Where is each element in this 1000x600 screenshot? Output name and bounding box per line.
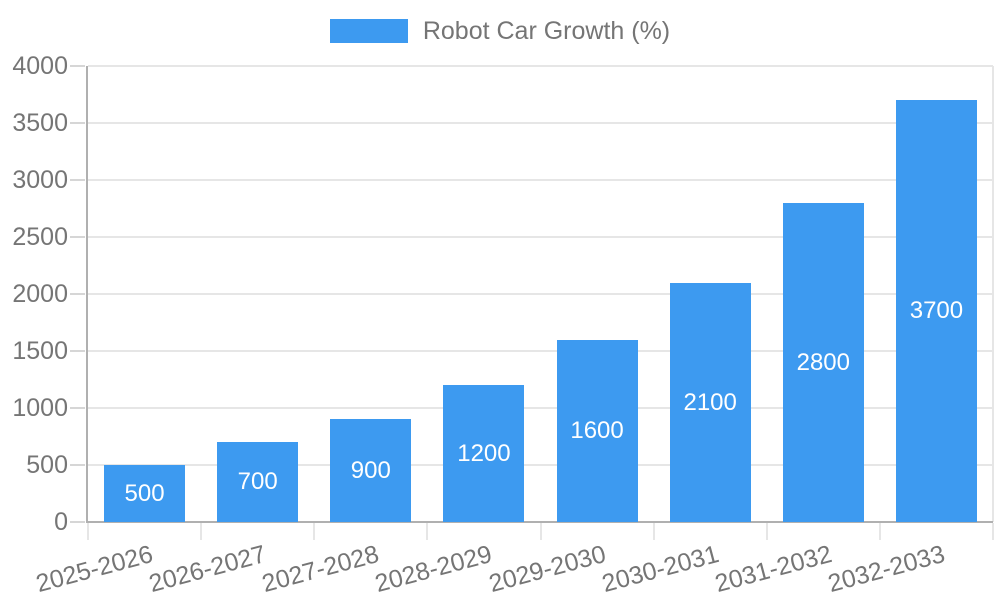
y-axis-tick bbox=[70, 122, 85, 124]
x-axis-category-label-text: 2032-2033 bbox=[824, 540, 948, 598]
bar[interactable] bbox=[895, 100, 977, 522]
legend-swatch bbox=[329, 19, 408, 43]
gridline bbox=[88, 236, 993, 238]
bar[interactable] bbox=[669, 283, 751, 522]
x-axis-baseline bbox=[86, 521, 993, 523]
x-axis-tick bbox=[878, 523, 881, 540]
y-axis-line bbox=[86, 66, 88, 522]
bar[interactable] bbox=[330, 419, 412, 522]
legend: Robot Car Growth (%) bbox=[0, 18, 1000, 44]
y-axis-tick bbox=[70, 236, 85, 238]
x-axis-tick bbox=[992, 523, 994, 540]
bar-value-label: 1600 bbox=[570, 417, 624, 444]
y-axis-tick-label: 2500 bbox=[12, 223, 68, 251]
x-axis-tick bbox=[765, 523, 768, 540]
bar[interactable] bbox=[782, 203, 864, 522]
bar-value-label: 500 bbox=[124, 479, 165, 507]
bar-value-label: 2100 bbox=[683, 388, 737, 416]
gridline bbox=[88, 65, 993, 67]
y-axis-tick bbox=[70, 65, 85, 67]
bar[interactable] bbox=[443, 385, 525, 522]
bar[interactable] bbox=[104, 465, 186, 522]
bar-value-label: 700 bbox=[237, 468, 278, 495]
x-axis-tick bbox=[539, 523, 542, 540]
x-axis-tick bbox=[652, 523, 655, 540]
y-axis-tick-label: 1500 bbox=[12, 337, 68, 365]
x-axis-tick bbox=[313, 523, 316, 540]
bar[interactable] bbox=[556, 340, 638, 522]
y-axis-tick-label: 3500 bbox=[12, 109, 68, 137]
gridline bbox=[88, 122, 993, 124]
y-axis-tick-label: 1000 bbox=[12, 394, 68, 422]
y-axis-tick bbox=[70, 179, 85, 181]
x-axis-tick bbox=[426, 523, 429, 540]
y-axis-tick bbox=[70, 407, 85, 409]
bar-value-label: 3700 bbox=[909, 297, 964, 324]
bar-value-label: 1200 bbox=[457, 439, 511, 467]
x-axis-tick bbox=[200, 523, 203, 540]
plot-right-border bbox=[992, 66, 994, 522]
gridline bbox=[88, 407, 993, 409]
bar[interactable] bbox=[217, 442, 299, 522]
y-axis-tick bbox=[70, 464, 85, 466]
y-axis-tick-label: 4000 bbox=[12, 52, 68, 80]
gridline bbox=[88, 179, 993, 181]
gridline bbox=[88, 350, 993, 352]
y-axis-tick-label: 2000 bbox=[12, 280, 68, 308]
y-axis-tick bbox=[70, 521, 85, 523]
gridline bbox=[88, 464, 993, 466]
y-axis-tick bbox=[70, 293, 85, 295]
y-axis-tick bbox=[70, 350, 85, 352]
bar-value-label: 2800 bbox=[796, 348, 850, 376]
legend-label: Robot Car Growth (%) bbox=[422, 17, 671, 45]
gridline bbox=[88, 293, 993, 295]
bar-value-label: 900 bbox=[350, 456, 391, 484]
x-axis-category-label: 2032-2033 bbox=[740, 540, 948, 598]
y-axis-tick-label: 0 bbox=[54, 508, 68, 536]
x-axis-tick bbox=[87, 523, 89, 540]
y-axis-tick-label: 500 bbox=[26, 451, 68, 479]
y-axis-tick-label: 3000 bbox=[12, 166, 68, 194]
